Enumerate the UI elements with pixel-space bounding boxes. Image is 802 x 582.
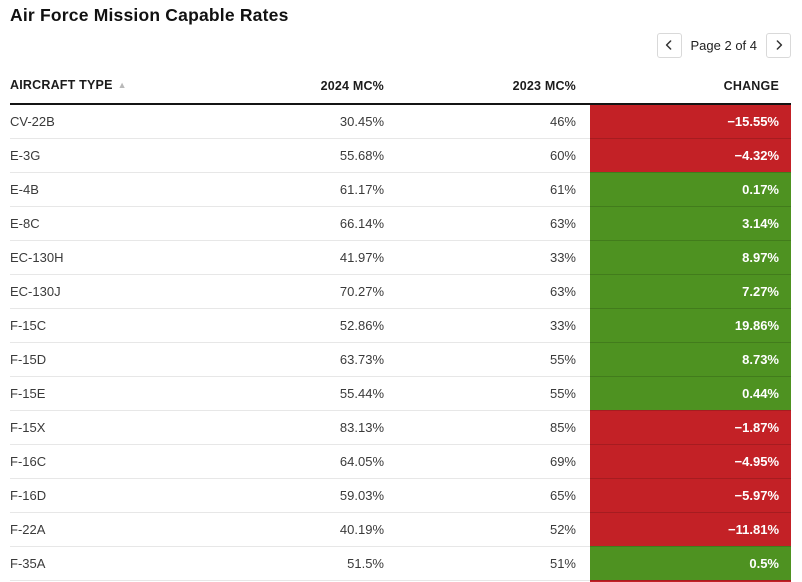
mc-2023-cell: 33%: [398, 308, 590, 343]
mc-2024-cell: 52.86%: [206, 308, 398, 343]
change-cell: 0.17%: [590, 172, 791, 207]
table-header-row: AIRCRAFT TYPE ▲ 2024 MC% 2023 MC% CHANGE: [10, 70, 791, 105]
change-cell: −4.32%: [590, 138, 791, 173]
mc-2024-cell: 41.97%: [206, 240, 398, 275]
mc-2023-cell: 55%: [398, 376, 590, 411]
table-row-partial: [10, 580, 791, 582]
mc-2024-cell: 61.17%: [206, 172, 398, 207]
mc-2024-cell: 66.14%: [206, 206, 398, 241]
change-cell: −11.81%: [590, 512, 791, 547]
aircraft-type-cell: E-4B: [10, 172, 206, 207]
mc-2024-cell: 51.5%: [206, 546, 398, 581]
mc-2023-cell: 63%: [398, 274, 590, 309]
mc-2023-cell: 52%: [398, 512, 590, 547]
table-row: EC-130H 41.97% 33% 8.97%: [10, 240, 791, 275]
table-row: F-15E 55.44% 55% 0.44%: [10, 376, 791, 411]
aircraft-type-cell: F-16D: [10, 478, 206, 513]
pagination: Page 2 of 4: [10, 33, 791, 58]
table-row: F-22A 40.19% 52% −11.81%: [10, 512, 791, 547]
aircraft-type-cell: F-16C: [10, 444, 206, 479]
mc-2023-cell: 69%: [398, 444, 590, 479]
chevron-left-icon: [664, 38, 674, 53]
column-header-change[interactable]: CHANGE: [590, 70, 791, 105]
change-cell: 0.44%: [590, 376, 791, 411]
change-cell: 8.73%: [590, 342, 791, 377]
aircraft-type-cell: F-15D: [10, 342, 206, 377]
column-header-2023-mc[interactable]: 2023 MC%: [398, 70, 590, 105]
mc-2024-cell: 40.19%: [206, 512, 398, 547]
change-cell: 7.27%: [590, 274, 791, 309]
mc-2024-cell: 70.27%: [206, 274, 398, 309]
aircraft-type-cell: EC-130H: [10, 240, 206, 275]
aircraft-type-cell: F-35A: [10, 546, 206, 581]
table-row: EC-130J 70.27% 63% 7.27%: [10, 274, 791, 309]
mc-2023-cell: 85%: [398, 410, 590, 445]
mc-2024-cell: 55.68%: [206, 138, 398, 173]
mc-2023-cell: 63%: [398, 206, 590, 241]
aircraft-type-cell: F-15X: [10, 410, 206, 445]
table-row: E-8C 66.14% 63% 3.14%: [10, 206, 791, 241]
mc-2023-cell: 65%: [398, 478, 590, 513]
mc-2024-cell: 64.05%: [206, 444, 398, 479]
mc-2023-cell: 46%: [398, 104, 590, 139]
aircraft-type-cell: CV-22B: [10, 104, 206, 139]
aircraft-type-cell: F-15C: [10, 308, 206, 343]
table-row: E-4B 61.17% 61% 0.17%: [10, 172, 791, 207]
page-title: Air Force Mission Capable Rates: [10, 5, 289, 25]
change-cell: 8.97%: [590, 240, 791, 275]
table-row: F-15D 63.73% 55% 8.73%: [10, 342, 791, 377]
change-cell: −4.95%: [590, 444, 791, 479]
mc-2024-cell: 63.73%: [206, 342, 398, 377]
table-row: F-15C 52.86% 33% 19.86%: [10, 308, 791, 343]
aircraft-type-cell: E-8C: [10, 206, 206, 241]
mc-2023-cell: 61%: [398, 172, 590, 207]
mc-2023-cell: 51%: [398, 546, 590, 581]
mc-2023-cell: 33%: [398, 240, 590, 275]
column-header-aircraft-type[interactable]: AIRCRAFT TYPE ▲: [10, 70, 206, 105]
mc-2024-cell: 59.03%: [206, 478, 398, 513]
aircraft-type-cell: EC-130J: [10, 274, 206, 309]
change-cell: [590, 580, 791, 582]
mc-2024-cell: 55.44%: [206, 376, 398, 411]
change-cell: 3.14%: [590, 206, 791, 241]
aircraft-type-cell: F-22A: [10, 512, 206, 547]
previous-page-button[interactable]: [656, 33, 682, 58]
mc-2023-cell: 60%: [398, 138, 590, 173]
change-cell: 19.86%: [590, 308, 791, 343]
mc-2024-cell: 83.13%: [206, 410, 398, 445]
change-cell: −1.87%: [590, 410, 791, 445]
aircraft-type-cell: F-15E: [10, 376, 206, 411]
table-row: F-16D 59.03% 65% −5.97%: [10, 478, 791, 513]
column-label: AIRCRAFT TYPE: [10, 78, 113, 92]
table-row: F-16C 64.05% 69% −4.95%: [10, 444, 791, 479]
mission-capable-table: AIRCRAFT TYPE ▲ 2024 MC% 2023 MC% CHANGE …: [10, 70, 791, 582]
aircraft-type-cell: E-3G: [10, 138, 206, 173]
chevron-right-icon: [774, 38, 784, 53]
table-row: F-15X 83.13% 85% −1.87%: [10, 410, 791, 445]
page-indicator: Page 2 of 4: [690, 38, 758, 53]
table-row: E-3G 55.68% 60% −4.32%: [10, 138, 791, 173]
sort-ascending-icon: ▲: [117, 80, 127, 90]
table-row: CV-22B 30.45% 46% −15.55%: [10, 104, 791, 139]
mc-2024-cell: 30.45%: [206, 104, 398, 139]
mc-2023-cell: 55%: [398, 342, 590, 377]
next-page-button[interactable]: [766, 33, 791, 58]
column-header-2024-mc[interactable]: 2024 MC%: [206, 70, 398, 105]
change-cell: −5.97%: [590, 478, 791, 513]
change-cell: −15.55%: [590, 104, 791, 139]
change-cell: 0.5%: [590, 546, 791, 581]
table-row: F-35A 51.5% 51% 0.5%: [10, 546, 791, 581]
